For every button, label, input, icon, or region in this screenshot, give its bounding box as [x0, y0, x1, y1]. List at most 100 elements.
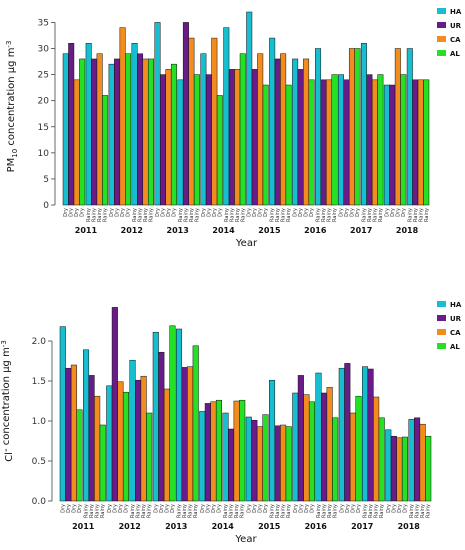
bar-ur	[251, 69, 258, 206]
season-label: Rainy	[368, 504, 374, 518]
legend-swatch-ca	[437, 36, 446, 42]
legend-swatch-ca	[437, 329, 446, 335]
bar-ur	[251, 419, 258, 502]
bar-ur	[65, 367, 72, 502]
bar-al	[122, 391, 130, 502]
bar-ha	[269, 37, 276, 206]
season-label: Rainy	[223, 504, 229, 518]
season-label: Dry	[112, 504, 118, 513]
season-label: Rainy	[332, 208, 338, 222]
y-tick-label: 5	[43, 175, 49, 185]
bar-ha	[62, 53, 69, 206]
season-label: Dry	[304, 504, 310, 513]
season-label: Dry	[356, 504, 362, 513]
season-label: Rainy	[240, 208, 246, 222]
bar-ha	[246, 11, 253, 206]
bar-al	[216, 95, 223, 206]
season-label: Rainy	[86, 208, 92, 222]
bar-ur	[367, 368, 374, 502]
bar-ur	[159, 74, 166, 206]
bar-ca	[96, 53, 103, 206]
season-label: Rainy	[378, 208, 384, 222]
year-label: 2018	[396, 226, 419, 235]
season-label: Dry	[263, 208, 269, 217]
bar-ca	[303, 394, 310, 502]
bar-al	[354, 48, 361, 206]
season-label: Rainy	[367, 208, 373, 222]
legend-swatch-ha	[437, 301, 446, 307]
season-label: Dry	[298, 208, 304, 217]
bar-ca	[163, 388, 170, 502]
season-label: Rainy	[193, 504, 199, 518]
legend-label-al: AL	[450, 343, 460, 351]
bar-ha	[83, 349, 90, 502]
y-tick-label: 0	[43, 201, 49, 211]
season-label: Rainy	[426, 504, 432, 518]
season-label: Rainy	[281, 208, 287, 222]
bar-al	[423, 79, 430, 206]
season-label: Dry	[206, 208, 212, 217]
bar-al	[170, 63, 177, 206]
season-label: Dry	[344, 208, 350, 217]
season-label: Rainy	[316, 504, 322, 518]
bar-ur	[91, 58, 98, 206]
bar-ha	[200, 53, 207, 206]
season-label: Rainy	[234, 504, 240, 518]
season-label: Rainy	[97, 208, 103, 222]
season-label: Dry	[115, 208, 121, 217]
season-label: Rainy	[141, 504, 147, 518]
season-label: Dry	[171, 208, 177, 217]
season-label: Dry	[252, 208, 258, 217]
season-label: Rainy	[316, 208, 322, 222]
year-label: 2013	[165, 522, 187, 531]
bar-al	[262, 84, 269, 206]
bar-al	[285, 426, 292, 502]
year-label: 2013	[167, 226, 189, 235]
bar-ur	[321, 392, 328, 502]
season-label: Rainy	[147, 504, 153, 518]
year-label: 2015	[258, 522, 281, 531]
bar-ha	[154, 22, 161, 206]
bar-ca	[371, 79, 378, 206]
bar-ur	[228, 69, 235, 206]
season-label: Dry	[123, 504, 129, 513]
season-label: Dry	[402, 504, 408, 513]
season-label: Dry	[77, 504, 83, 513]
bar-al	[355, 395, 362, 502]
bar-ha	[59, 326, 66, 502]
x-axis-label: Year	[234, 534, 257, 545]
bar-ur	[414, 417, 421, 502]
season-label: Dry	[246, 504, 252, 513]
y-tick-label: 25	[38, 71, 49, 81]
bar-al	[148, 58, 155, 206]
bar-al	[285, 84, 292, 206]
bar-ur	[274, 425, 281, 502]
season-label: Rainy	[132, 208, 138, 222]
bar-ha	[223, 27, 230, 206]
bar-ha	[131, 43, 138, 206]
bar-ca	[233, 400, 240, 502]
bar-ca	[326, 387, 333, 502]
bar-ca	[257, 53, 264, 206]
season-label: Dry	[120, 208, 126, 217]
legend-label-ur: UR	[450, 22, 462, 30]
y-axis-label: Cl- concentration µg m-3	[0, 340, 15, 462]
bar-ur	[114, 58, 121, 206]
season-label: Rainy	[89, 504, 95, 518]
season-label: Rainy	[103, 208, 109, 222]
bar-al	[262, 414, 269, 502]
season-label: Rainy	[183, 208, 189, 222]
season-label: Dry	[164, 504, 170, 513]
season-label: Dry	[401, 208, 407, 217]
season-label: Rainy	[130, 504, 136, 518]
bar-ha	[152, 331, 159, 502]
bar-ur	[366, 74, 373, 206]
bar-ha	[199, 411, 206, 502]
season-label: Rainy	[363, 504, 369, 518]
season-label: Rainy	[413, 208, 419, 222]
season-label: Rainy	[321, 208, 327, 222]
legend-swatch-al	[437, 343, 446, 349]
season-label: Dry	[309, 208, 315, 217]
season-label: Dry	[69, 208, 75, 217]
